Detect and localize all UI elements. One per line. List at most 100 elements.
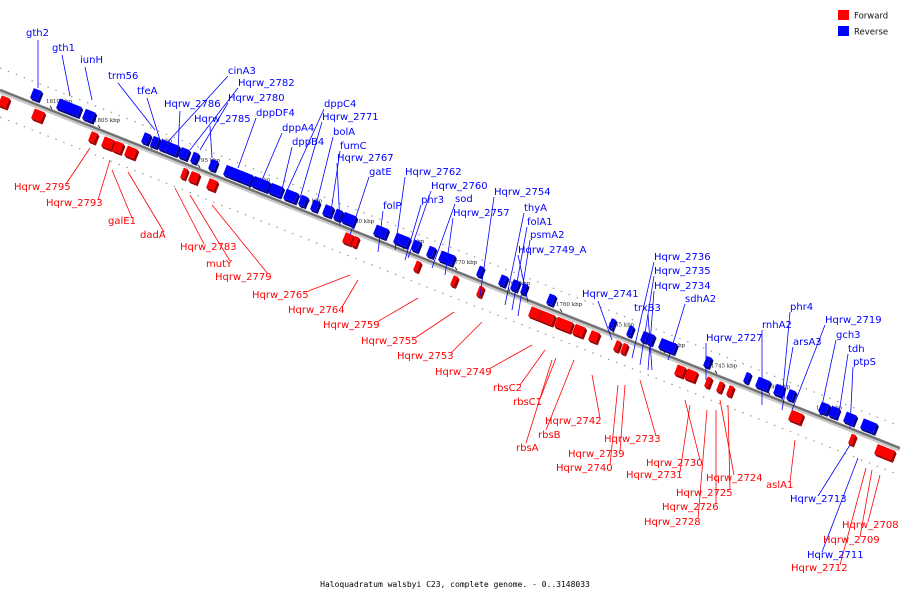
forward-gene-leader: [488, 344, 533, 370]
forward-gene-label: Hqrw_2783: [180, 242, 237, 253]
figure-caption: Haloquadratum walsbyi C23, complete geno…: [320, 580, 590, 589]
reverse-gene-block: [860, 418, 879, 436]
reverse-gene-label: trm56: [108, 71, 138, 82]
forward-gene-leader: [174, 187, 205, 245]
genome-backbone: [0, 88, 900, 450]
forward-gene-label: Hqrw_2759: [323, 320, 380, 331]
reverse-gene-block: [30, 88, 44, 104]
reverse-gene-label: folA1: [527, 217, 553, 228]
reverse-gene-leader: [404, 204, 422, 261]
forward-gene-leader: [867, 474, 881, 523]
reverse-gene-label: psmA2: [530, 230, 565, 241]
scale-tick-label: 1760 kbp: [556, 302, 583, 308]
forward-gene-block: [112, 140, 126, 156]
forward-gene-block: [450, 275, 460, 289]
scale-tick: [97, 124, 101, 129]
reverse-gene-leader: [647, 313, 653, 371]
reverse-gene-label: gch3: [836, 330, 861, 341]
reverse-gene-block: [251, 176, 272, 195]
reverse-gene-leader: [164, 75, 229, 146]
legend-reverse-label: Reverse: [854, 28, 888, 38]
reverse-gene-leader: [849, 366, 854, 429]
reverse-gene-block: [411, 239, 423, 255]
reverse-gene-leader: [631, 261, 655, 359]
reverse-gene-leader: [349, 176, 370, 236]
forward-gene-block: [101, 136, 117, 153]
reverse-gene-label: sod: [455, 194, 473, 205]
forward-gene-block: [572, 323, 588, 340]
reverse-gene-label: Hqrw_2757: [453, 208, 510, 219]
reverse-gene-leader: [177, 110, 181, 151]
reverse-gene-leader: [146, 97, 161, 141]
reverse-gene-leader: [261, 132, 283, 181]
forward-gene-leader: [639, 379, 657, 437]
forward-gene-block: [874, 444, 897, 463]
forward-gene-label: Hqrw_2779: [215, 272, 272, 283]
forward-gene-label: rbsC1: [513, 397, 542, 408]
reverse-gene-block: [786, 388, 798, 404]
forward-gene-block: [342, 232, 356, 248]
reverse-gene-label: Hqrw_2741: [582, 289, 639, 300]
reverse-gene-leader: [199, 102, 229, 151]
reverse-gene-label: dppA4: [282, 123, 314, 134]
forward-gene-block: [88, 131, 100, 146]
reverse-gene-leader: [791, 324, 826, 411]
reverse-gene-label: Hqrw_2782: [238, 78, 295, 89]
scale-tick-label: 1755 kbp: [608, 323, 635, 329]
forward-gene-leader: [839, 467, 867, 566]
reverse-gene-block: [658, 338, 679, 357]
forward-gene-leader: [545, 359, 575, 431]
forward-gene-label: Hqrw_2733: [604, 434, 661, 445]
reverse-gene-block: [68, 103, 84, 120]
forward-gene-block: [716, 381, 726, 395]
reverse-gene-block: [178, 146, 192, 163]
forward-gene-leader: [679, 404, 691, 473]
forward-gene-block: [413, 260, 423, 275]
reverse-gene-block: [190, 151, 201, 166]
forward-gene-label: Hqrw_2755: [361, 336, 418, 347]
forward-gene-block: [538, 310, 557, 328]
reverse-gene-label: tdh: [848, 344, 865, 355]
forward-gene-leader: [111, 169, 133, 219]
reverse-gene-leader: [394, 176, 406, 251]
reverse-gene-label: gth1: [52, 43, 75, 54]
forward-gene-block: [476, 285, 486, 300]
reverse-gene-block: [150, 135, 162, 151]
reverse-gene-leader: [314, 136, 334, 211]
forward-gene-leader: [127, 171, 165, 233]
reverse-gene-label: Hqrw_2735: [654, 266, 711, 277]
reverse-gene-label: Hqrw_2719: [825, 315, 882, 326]
reverse-gene-label: arsA3: [793, 337, 822, 348]
reverse-gene-label: Hqrw_2727: [706, 333, 763, 344]
reverse-gene-label: tfeA: [137, 86, 158, 97]
reverse-gene-block: [141, 132, 153, 147]
scale-tick: [714, 370, 718, 374]
forward-gene-label: aslA1: [766, 480, 793, 491]
reverse-gene-leader: [189, 87, 239, 151]
reverse-gene-label: thyA: [524, 203, 547, 214]
forward-gene-leader: [697, 409, 708, 520]
forward-gene-label: Hqrw_2742: [545, 416, 602, 427]
forward-gene-block: [554, 316, 575, 335]
forward-gene-label: rbsB: [538, 430, 561, 441]
reverse-gene-leader: [329, 150, 341, 219]
reverse-gene-leader: [837, 353, 849, 421]
scale-tick: [49, 105, 53, 110]
forward-gene-leader: [519, 349, 546, 386]
scale-tick-label: 1805 kbp: [94, 118, 121, 124]
reverse-gene-block: [498, 274, 510, 289]
legend-forward-label: Forward: [854, 12, 888, 22]
reverse-gene-block: [743, 371, 753, 386]
reverse-gene-label: trxB3: [634, 303, 661, 314]
reverse-gene-block: [843, 411, 859, 428]
reverse-gene-block: [703, 355, 714, 371]
reverse-gene-label: Hqrw_2785: [194, 114, 251, 125]
forward-gene-block: [613, 340, 623, 354]
forward-gene-block: [0, 95, 12, 111]
reverse-gene-leader: [237, 117, 257, 169]
reverse-gene-label: ptpS: [853, 357, 876, 368]
forward-gene-leader: [619, 384, 626, 452]
reverse-gene-label: sdhA2: [685, 294, 716, 305]
reverse-gene-label: dppDF4: [256, 108, 295, 119]
reverse-gene-block: [626, 325, 636, 340]
